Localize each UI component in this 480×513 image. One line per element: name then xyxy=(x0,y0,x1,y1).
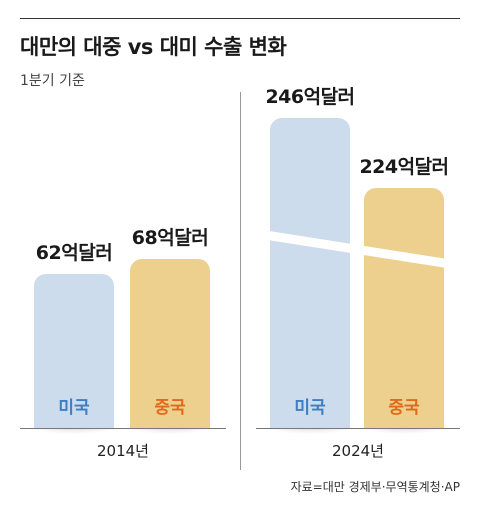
top-rule xyxy=(20,18,460,19)
year-label-1: 2024년 xyxy=(332,442,384,460)
series-label-cn-0: 중국 xyxy=(154,398,186,418)
unit-note: 1분기 기준 xyxy=(20,73,85,89)
baseline-1 xyxy=(256,428,460,429)
value-label-cn-1: 224억달러 xyxy=(359,156,449,178)
value-label-us-0: 62억달러 xyxy=(35,242,113,264)
chart-title: 대만의 대중 vs 대미 수출 변화 xyxy=(20,35,287,59)
bar-cn-0 xyxy=(130,259,210,428)
bar-cn-1 xyxy=(364,188,444,428)
panel-divider xyxy=(240,92,241,470)
source-note: 자료=대만 경제부·무역통계청·AP xyxy=(290,480,460,494)
value-label-us-1: 246억달러 xyxy=(265,86,355,108)
bar-us-0 xyxy=(34,274,114,428)
series-label-us-1: 미국 xyxy=(294,398,326,418)
series-label-cn-1: 중국 xyxy=(388,398,420,418)
year-label-0: 2014년 xyxy=(97,442,149,460)
series-label-us-0: 미국 xyxy=(58,398,90,418)
bar-us-1 xyxy=(270,118,350,428)
value-label-cn-0: 68억달러 xyxy=(131,227,209,250)
baseline-0 xyxy=(20,428,226,429)
